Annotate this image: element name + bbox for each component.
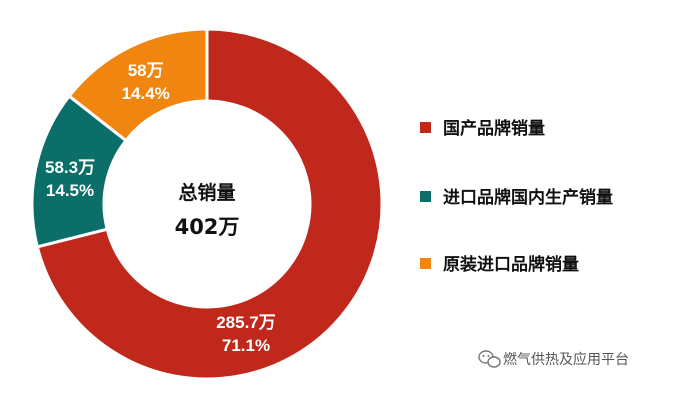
slice-labels: 285.7万 71.1% 58.3万 14.5% 58万 14.4%	[45, 61, 276, 355]
slice-3-percent-label: 14.4%	[122, 84, 170, 103]
watermark: 燃气供热及应用平台	[478, 350, 629, 368]
legend-label-3: 原装进口品牌销量	[443, 254, 579, 275]
donut-slices	[30, 27, 384, 381]
slice-3-value-label: 58万	[128, 61, 164, 80]
center-total: 402万	[175, 215, 240, 239]
wechat-icon	[478, 350, 501, 368]
legend-label-2: 进口品牌国内生产销量	[443, 187, 613, 208]
center-title: 总销量	[178, 181, 235, 204]
legend-swatch-2	[420, 191, 431, 202]
legend-swatch-3	[420, 258, 431, 269]
legend-label-1: 国产品牌销量	[443, 118, 545, 139]
slice-3	[67, 27, 209, 143]
slice-1-percent-label: 71.1%	[222, 336, 270, 355]
legend-swatch-1	[420, 122, 431, 133]
slice-2-percent-label: 14.5%	[46, 181, 94, 200]
slice-1	[35, 27, 384, 381]
watermark-text: 燃气供热及应用平台	[503, 351, 629, 368]
slice-2-value-label: 58.3万	[45, 158, 95, 177]
slice-1-value-label: 285.7万	[216, 313, 276, 332]
